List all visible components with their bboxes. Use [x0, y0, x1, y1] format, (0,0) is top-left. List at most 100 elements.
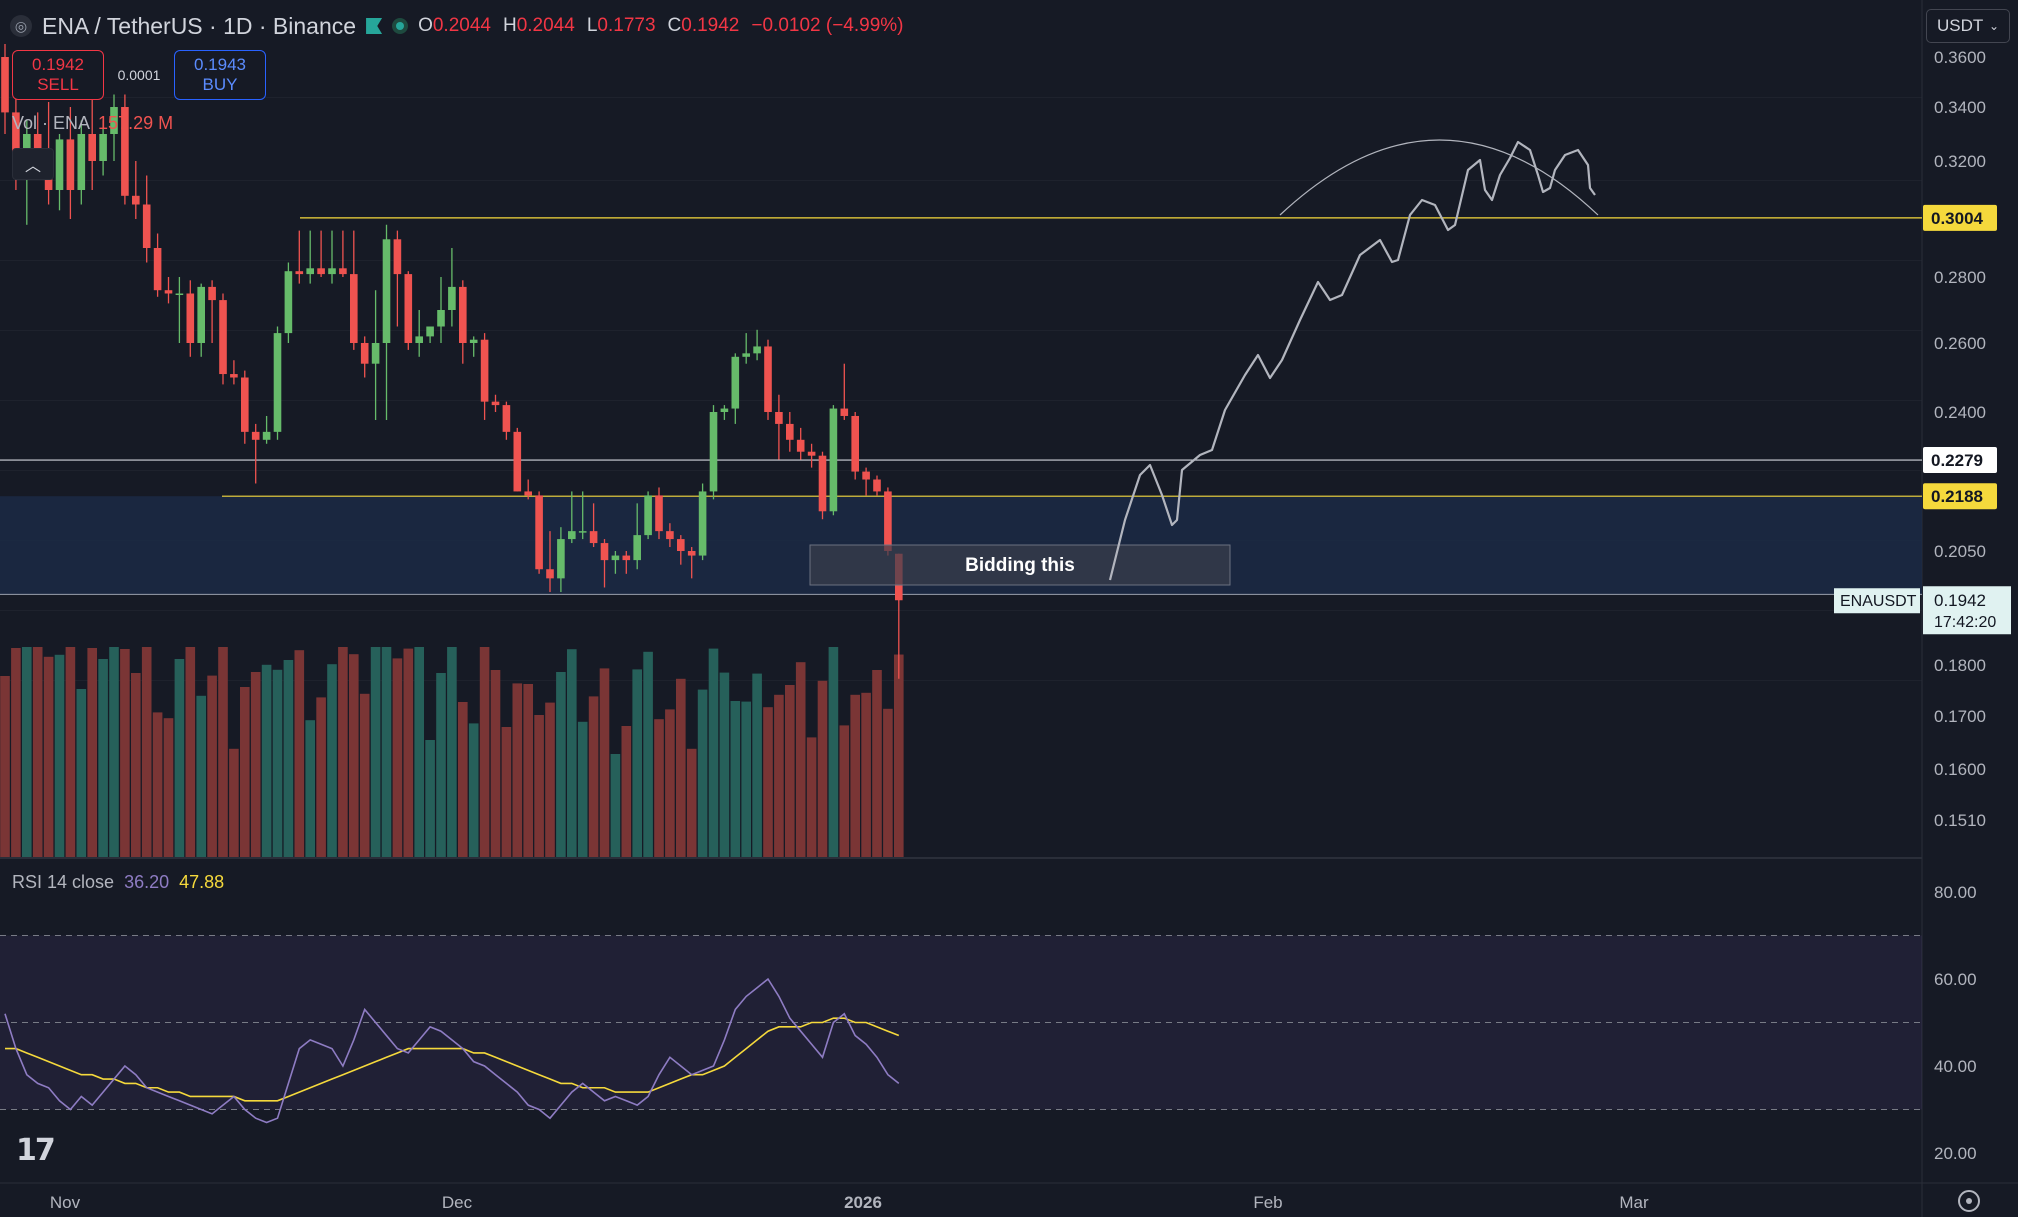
candle-body — [33, 134, 42, 161]
volume-bar — [196, 695, 206, 857]
level-price-label: 0.2279 — [1931, 451, 1983, 470]
volume-bar — [556, 672, 566, 857]
volume-bar — [763, 707, 773, 857]
volume-bar — [338, 647, 348, 857]
candle-body — [557, 539, 565, 579]
volume-bar — [872, 670, 882, 857]
volume-bar — [54, 654, 65, 857]
projection-path — [1108, 140, 1596, 581]
price-tick: 0.2600 — [1934, 334, 1986, 353]
candle-body — [644, 495, 652, 536]
candle-body — [589, 531, 598, 544]
candle-body — [1, 57, 9, 113]
volume-bars — [0, 647, 904, 857]
volume-bar — [43, 656, 54, 857]
change-value: −0.0102 (−4.99%) — [751, 15, 904, 36]
volume-bar — [98, 659, 108, 857]
currency-label: USDT — [1937, 16, 1984, 35]
trade-panel: 0.1942 SELL 0.0001 0.1943 BUY — [12, 50, 266, 100]
sell-button[interactable]: 0.1942 SELL — [12, 50, 104, 100]
volume-bar — [665, 709, 675, 857]
volume-bar — [512, 683, 523, 857]
volume-bar — [283, 660, 294, 857]
rsi-legend[interactable]: RSI 14 close 36.20 47.88 — [12, 872, 224, 893]
volume-bar — [261, 664, 272, 857]
volume-bar — [32, 647, 43, 857]
symbol-title[interactable]: ENA / TetherUS · 1D · Binance — [42, 12, 357, 39]
volume-bar — [468, 723, 479, 857]
volume-bar — [305, 720, 315, 857]
volume-bar — [534, 715, 544, 857]
time-tick: Mar — [1619, 1193, 1649, 1212]
volume-bar — [65, 647, 76, 857]
collapse-legend-button[interactable]: ︿ — [12, 148, 54, 180]
volume-bar — [654, 719, 664, 857]
volume-bar — [577, 721, 588, 857]
settings-icon[interactable] — [1958, 1190, 1980, 1212]
candle-body — [578, 531, 587, 533]
candle-body — [764, 346, 772, 412]
price-tick: 0.3200 — [1934, 152, 1986, 171]
volume-bar — [708, 648, 719, 857]
candle-body — [873, 479, 881, 492]
volume-legend[interactable]: Vol · ENA 157.29 M — [12, 113, 173, 134]
buy-button[interactable]: 0.1943 BUY — [174, 50, 266, 100]
volume-bar — [403, 648, 414, 857]
candle-body — [437, 310, 445, 327]
rsi-tick: 80.00 — [1934, 883, 1977, 902]
flag-icon[interactable] — [366, 18, 383, 34]
price-tick: 0.2800 — [1934, 268, 1986, 287]
projection-arc — [1279, 139, 1599, 216]
candle-body — [99, 134, 107, 161]
rsi-pane: 80.00 60.00 40.00 20.00 — [0, 883, 1977, 1163]
candle-body — [633, 535, 641, 561]
candle-body — [241, 377, 249, 432]
candle-body — [568, 531, 576, 540]
candle-body — [513, 431, 522, 492]
volume-bar — [185, 647, 196, 857]
price-tick: 0.1600 — [1934, 760, 1986, 779]
volume-bar — [588, 696, 599, 857]
volume-bar — [370, 647, 381, 857]
volume-bar — [730, 701, 741, 857]
time-tick: Dec — [442, 1193, 473, 1212]
candle-body — [186, 293, 195, 343]
candle-body — [426, 326, 434, 337]
candle-body — [687, 551, 696, 556]
candle-body — [775, 412, 783, 424]
candles — [1, 44, 903, 679]
volume-bar — [381, 647, 392, 857]
candle-body — [840, 408, 849, 416]
candle-body — [677, 539, 685, 551]
volume-bar — [795, 662, 806, 857]
volume-bar — [839, 725, 850, 857]
volume-bar — [610, 754, 621, 857]
volume-bar — [719, 672, 730, 857]
volume-bar — [828, 647, 839, 857]
candle-body — [469, 339, 478, 343]
volume-bar — [632, 669, 642, 857]
candle-body — [742, 353, 750, 357]
volume-bar — [414, 647, 424, 857]
tradingview-logo-icon[interactable]: 17 — [16, 1133, 56, 1168]
volume-bar — [76, 689, 87, 857]
volume-bar — [250, 672, 261, 857]
price-axis: 0.3600 0.3400 0.3200 0.2800 0.2600 0.2400 0.20… — [1934, 48, 1986, 830]
rsi-tick: 40.00 — [1934, 1057, 1977, 1076]
candle-body — [12, 112, 20, 167]
volume-bar — [294, 650, 305, 857]
volume-bar — [523, 684, 533, 857]
candle-body — [230, 374, 238, 378]
rsi-label: RSI 14 close — [12, 872, 115, 892]
price-tick: 0.2050 — [1934, 542, 1986, 561]
candle-body — [731, 356, 740, 409]
volume-bar — [425, 740, 435, 857]
currency-dropdown[interactable]: USDT ⌄ — [1926, 9, 2010, 43]
volume-bar — [316, 697, 326, 857]
candle-body — [884, 491, 892, 551]
volume-bar — [207, 675, 217, 857]
candle-body — [502, 405, 511, 432]
volume-bar — [131, 673, 141, 857]
price-tick: 0.1800 — [1934, 656, 1986, 675]
